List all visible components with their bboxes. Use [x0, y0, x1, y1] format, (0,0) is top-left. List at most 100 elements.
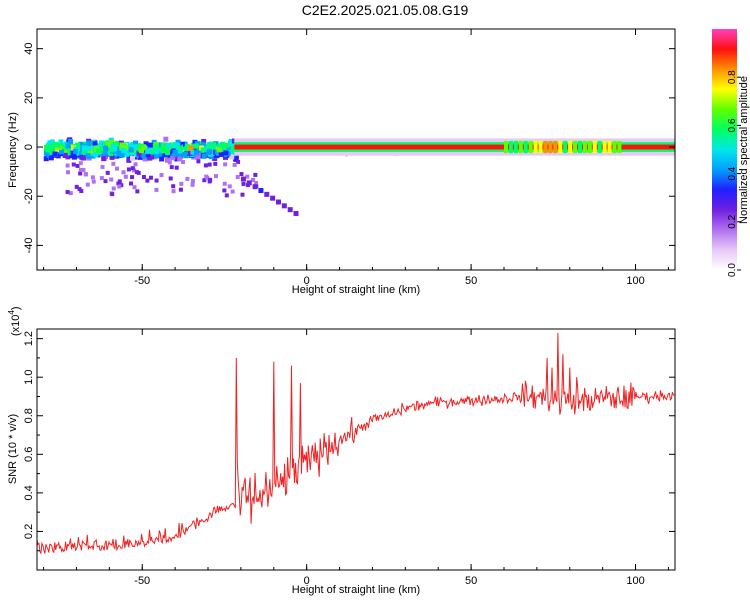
spectrogram-cell — [543, 140, 548, 154]
spectrogram-cell — [55, 153, 61, 159]
snr-xlabel: Height of straight line (km) — [292, 584, 420, 596]
spectrogram-marks — [43, 136, 675, 216]
colorbar-tick-label: 0.4 — [727, 166, 738, 180]
spectrogram-cell — [117, 149, 123, 155]
spectrogram-cell — [116, 181, 121, 186]
spectrogram-cell — [65, 143, 71, 149]
spectrogram-cell — [254, 181, 259, 186]
snr-ytick-label: 0.4 — [23, 485, 35, 500]
spectrogram-cell — [132, 168, 137, 173]
spectrogram-cell — [65, 163, 70, 168]
spectrogram-cell — [166, 142, 172, 148]
spectrogram-cell — [204, 152, 210, 158]
trail-cell — [275, 199, 281, 205]
snr-frame — [36, 328, 676, 571]
spectrogram-ylabel: Frequency (Hz) — [7, 112, 19, 188]
spectrogram-cell — [86, 140, 92, 146]
spectrogram-cell — [135, 189, 140, 194]
spectrogram-cell — [127, 142, 133, 148]
spectrogram-cell — [68, 138, 74, 144]
spectrogram-cell — [133, 162, 138, 167]
snr-scale-end: ) — [10, 306, 22, 310]
spectrogram-cell — [178, 187, 183, 192]
spectrogram-cell — [177, 151, 183, 157]
spectrogram-cell — [190, 182, 195, 187]
spectrogram-cell — [68, 191, 73, 196]
spectrogram-cell — [71, 162, 76, 167]
trail-cell — [252, 184, 258, 190]
spectrogram-cell — [77, 187, 82, 192]
spectrogram-cell — [52, 151, 58, 157]
trail-cell — [264, 191, 270, 197]
spectrogram-cell — [208, 144, 214, 150]
snr-scale-label: (x104) — [7, 306, 22, 336]
spectrogram-cell — [213, 174, 218, 179]
spectrogram-cell — [201, 138, 207, 144]
spectrogram-cell — [132, 144, 138, 150]
spectrogram-cell — [518, 140, 523, 154]
spectrogram-cell — [200, 147, 206, 153]
spectrogram-cell — [85, 153, 91, 159]
spectrogram-cell — [162, 151, 168, 157]
spectrogram-cell — [45, 147, 51, 153]
spectrogram-cell — [119, 183, 124, 188]
spectrogram-cell — [87, 148, 93, 154]
spectrogram-cell — [213, 161, 218, 166]
spectrogram-cell — [136, 151, 142, 157]
spectrogram-cell — [233, 156, 239, 162]
spectrogram-cell — [170, 155, 176, 161]
spectrogram-cell — [218, 151, 224, 157]
spectrogram-cell — [219, 142, 225, 148]
spectrogram-cell — [161, 145, 167, 151]
spectrogram-cell — [224, 142, 230, 148]
spectrogram-cell — [139, 148, 145, 154]
colorbar-tick-label: 0.2 — [727, 214, 738, 228]
spectrogram-cell — [76, 145, 82, 151]
spectrogram-cell — [82, 151, 88, 157]
spectrogram-axes: -50 0 50 100 40 20 0 -20 -40 — [23, 29, 675, 287]
spectrogram-cell — [125, 145, 131, 151]
spectrogram-cell — [129, 155, 135, 161]
spectrogram-cell — [109, 140, 115, 146]
spectrogram-cell — [154, 153, 160, 159]
spectrogram-ytick-label: -40 — [23, 237, 35, 253]
spectrogram-cell — [99, 146, 105, 152]
spectrogram-cell — [132, 185, 137, 190]
trail-cell — [293, 210, 299, 216]
spectrogram-cell — [91, 179, 96, 184]
spectrogram-cell — [597, 140, 602, 154]
spectrogram-cell — [78, 171, 83, 176]
spectrogram-cell — [147, 142, 153, 148]
spectrogram-cell — [92, 141, 98, 147]
trail-cell — [270, 195, 276, 201]
spectrogram-cell — [533, 140, 538, 154]
spectrogram-cell — [253, 172, 258, 177]
spectrogram-cell — [101, 156, 107, 162]
spectrogram-cell — [78, 168, 83, 173]
snr-series-line — [37, 332, 675, 555]
spectrogram-xtick-label: 100 — [626, 275, 644, 287]
colorbar-tick-label: 0.6 — [727, 118, 738, 132]
spectrogram-cell — [99, 176, 104, 181]
spectrogram-xtick-label: -50 — [134, 275, 150, 287]
spectrogram-cell — [216, 147, 222, 153]
snr-panel: -50 0 50 100 0.2 0.4 0.6 0.8 1.0 1.2 Height of st… — [7, 306, 676, 596]
spectrogram-cell — [108, 137, 114, 143]
trail-cell — [281, 203, 287, 209]
spectrogram-cell — [91, 145, 97, 151]
spectrogram-cell — [157, 151, 163, 157]
spectrogram-cell — [227, 140, 233, 146]
spectrogram-xtick-label: 50 — [465, 275, 477, 287]
colorbar-tick-label: 0.8 — [727, 70, 738, 84]
snr-ytick-label: 0.8 — [23, 408, 35, 423]
spectrogram-cell — [177, 156, 183, 162]
spectrogram-cell — [91, 150, 97, 156]
spectrogram-cell — [503, 140, 508, 154]
spectrogram-cell — [136, 170, 141, 175]
spectrogram-cell — [240, 192, 245, 197]
spectrogram-cell — [577, 140, 582, 154]
spectrogram-cell — [204, 143, 210, 149]
spectrogram-cell — [171, 184, 176, 189]
spectrogram-cell — [47, 149, 53, 155]
